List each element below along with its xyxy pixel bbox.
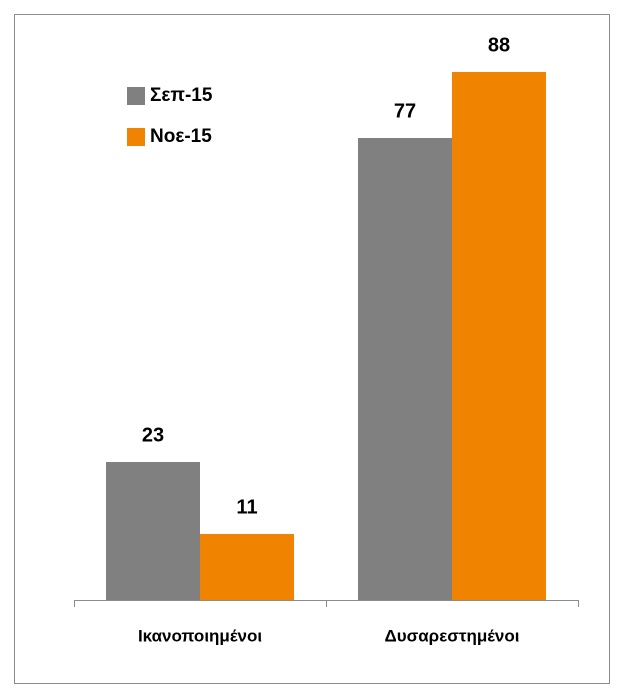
bar [106, 462, 200, 600]
data-label: 88 [488, 34, 510, 56]
legend-swatch [127, 87, 145, 105]
bar [358, 138, 452, 600]
x-tick-label: Δυσαρεστημένοι [384, 626, 519, 645]
x-tick-label: Ικανοποιημένοι [138, 626, 262, 645]
bar [452, 72, 546, 600]
data-label: 11 [236, 496, 257, 518]
legend-label: Σεπ-15 [150, 85, 213, 106]
legend-swatch [127, 128, 145, 146]
bar [200, 534, 294, 600]
data-label: 77 [394, 100, 416, 122]
legend-label: Νοε-15 [150, 126, 212, 147]
data-label: 23 [142, 424, 164, 446]
